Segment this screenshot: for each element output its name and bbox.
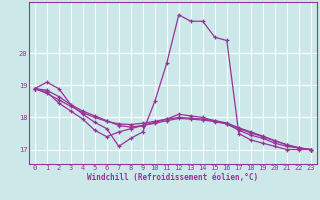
X-axis label: Windchill (Refroidissement éolien,°C): Windchill (Refroidissement éolien,°C) [87, 173, 258, 182]
